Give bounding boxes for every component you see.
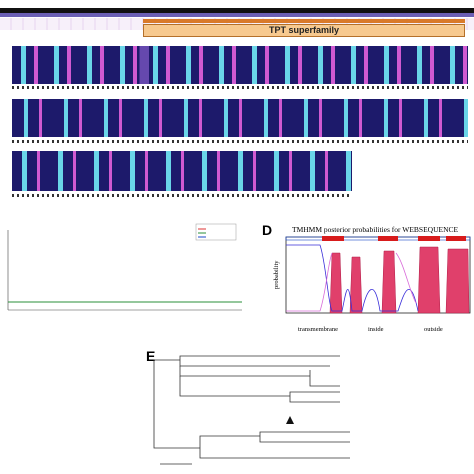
alignment-block-3 [12, 151, 352, 191]
tree-branches [153, 355, 350, 459]
tpt-superfamily-box: TPT superfamily [143, 24, 465, 37]
legend-transmembrane: transmembrane [298, 326, 339, 333]
tm-helix-peaks [329, 246, 470, 314]
domain-track-bar [0, 8, 474, 13]
tm-topology-bar-3 [418, 236, 440, 241]
inside-curve [286, 244, 419, 312]
legend-outside: outside [424, 326, 443, 333]
alignment-consensus-3 [12, 194, 352, 197]
alignment-consensus-1 [12, 86, 468, 89]
target-gene-marker [286, 416, 294, 424]
tm-topology-bar-4 [446, 236, 466, 241]
legend-inside: inside [368, 326, 384, 333]
domain-track-ruler [0, 13, 474, 17]
panel-d-y-axis-label: probability [273, 260, 280, 289]
outside-curve [286, 252, 417, 312]
tm-topology-bar-2 [378, 236, 398, 241]
panel-d-title: TMHMM posterior probabilities for WEBSEQ… [292, 225, 459, 234]
alignment-consensus-2 [12, 140, 468, 143]
phylogenetic-tree [153, 355, 350, 465]
panel-d-plot: probability [273, 236, 471, 314]
alignment-block-1 [12, 46, 468, 84]
panel-c-plot [7, 223, 242, 311]
tpt-domain-bar [143, 19, 465, 23]
panel-d-letter: D [262, 222, 273, 238]
tm-topology-bar-1 [322, 236, 344, 241]
panel-e-letter: E [146, 348, 156, 364]
alignment-block-2 [12, 99, 468, 137]
tpt-superfamily-label: TPT superfamily [268, 25, 340, 35]
panel-c-legend-box [195, 223, 237, 241]
